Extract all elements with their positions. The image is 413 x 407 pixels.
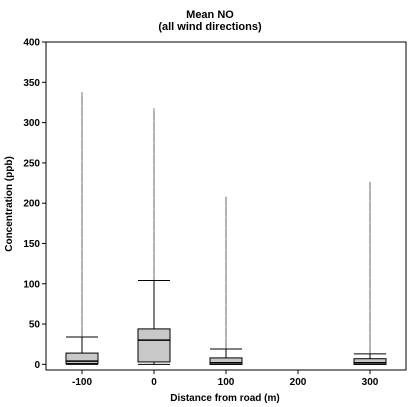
box--100: [65, 92, 99, 365]
x-tick-label: -100: [72, 377, 92, 388]
y-axis: 0 50 100 150 200 250 300 350 400: [23, 38, 46, 371]
box-300: [353, 181, 387, 365]
interquartile-box: [209, 357, 243, 365]
y-tick-label: 200: [23, 199, 40, 210]
interquartile-box: [65, 352, 99, 365]
interquartile-box: [353, 358, 387, 365]
y-tick-label: 100: [23, 279, 40, 290]
y-tick-label: 400: [23, 38, 40, 49]
y-axis-label: Concentration (ppb): [4, 156, 15, 252]
y-tick-label: 150: [23, 239, 40, 250]
y-tick-label: 250: [23, 158, 40, 169]
interquartile-box: [137, 328, 171, 363]
x-axis-label: Distance from road (m): [170, 393, 279, 404]
x-tick-label: 200: [290, 377, 307, 388]
y-tick-label: 350: [23, 78, 40, 89]
chart-subtitle: (all wind directions): [158, 21, 262, 33]
box-0: [137, 108, 171, 365]
x-axis: -100 0 100 200 300: [72, 370, 379, 388]
x-tick-label: 0: [151, 377, 157, 388]
x-tick-label: 100: [218, 377, 235, 388]
outlier-points: [81, 92, 83, 338]
outlier-points: [225, 196, 227, 350]
y-tick-label: 50: [29, 320, 41, 331]
x-tick-label: 300: [362, 377, 379, 388]
box-series: [65, 92, 387, 365]
outlier-points: [153, 108, 155, 281]
y-tick-label: 0: [34, 360, 40, 371]
box-100: [209, 196, 243, 365]
outlier-points: [369, 181, 371, 355]
y-tick-label: 300: [23, 118, 40, 129]
chart-title: Mean NO: [186, 9, 234, 21]
